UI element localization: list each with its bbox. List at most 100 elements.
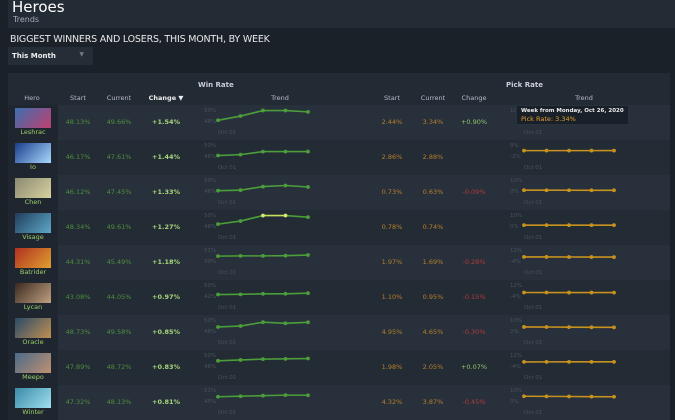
win-trend-point[interactable] (306, 253, 310, 257)
col-win-start[interactable]: Start (70, 94, 86, 102)
pick-trend-sparkline[interactable]: 10%0%Oct 01 (510, 175, 630, 210)
pick-trend-point[interactable] (522, 360, 526, 364)
win-trend-point[interactable] (239, 292, 243, 296)
win-trend-point[interactable] (261, 254, 265, 258)
hero-name[interactable]: Batrider (8, 268, 58, 276)
hero-name[interactable]: Oracle (8, 338, 58, 346)
hero-cell[interactable]: Leshrac (8, 105, 58, 140)
hero-cell[interactable]: Io (8, 140, 58, 175)
win-trend-point[interactable] (284, 393, 288, 397)
win-trend-sparkline[interactable]: 50%46%Oct 01 (204, 140, 324, 175)
pick-trend-point[interactable] (567, 325, 571, 329)
pick-trend-point[interactable] (567, 360, 571, 364)
win-trend-point[interactable] (306, 185, 310, 189)
pick-trend-point[interactable] (590, 325, 594, 329)
win-trend-point[interactable] (306, 320, 310, 324)
hero-portrait[interactable] (15, 353, 51, 373)
pick-trend-point[interactable] (545, 291, 549, 295)
win-trend-point[interactable] (284, 254, 288, 258)
win-trend-point[interactable] (284, 184, 288, 188)
win-trend-point[interactable] (261, 185, 265, 189)
win-trend-point[interactable] (239, 394, 243, 398)
hero-cell[interactable]: Oracle (8, 315, 58, 350)
pick-trend-sparkline[interactable]: 10%0%Oct 01 (510, 210, 630, 245)
hero-name[interactable]: Leshrac (8, 128, 58, 136)
win-trend-point[interactable] (239, 254, 243, 258)
pick-trend-point[interactable] (590, 149, 594, 153)
hero-cell[interactable]: Visage (8, 210, 58, 245)
hero-portrait[interactable] (15, 388, 51, 408)
period-select[interactable]: This Month▼ (8, 47, 93, 65)
pick-trend-point[interactable] (567, 395, 571, 399)
pick-trend-point[interactable] (522, 188, 526, 192)
win-trend-sparkline[interactable]: 50%46%Oct 01 (204, 175, 324, 210)
pick-trend-point[interactable] (612, 188, 616, 192)
win-trend-point[interactable] (239, 324, 243, 328)
win-trend-sparkline[interactable]: 50%48%Oct 01 (204, 315, 324, 350)
pick-trend-sparkline[interactable]: 12%-4%Oct 01 (510, 245, 630, 280)
win-trend-point[interactable] (306, 150, 310, 154)
pick-trend-sparkline[interactable]: 12%-4%Oct 01 (510, 280, 630, 315)
hero-portrait[interactable] (15, 108, 51, 128)
win-trend-sparkline[interactable]: 50%48%Oct 01 (204, 105, 324, 140)
win-trend-point[interactable] (306, 357, 310, 361)
win-trend-point[interactable] (306, 110, 310, 114)
hero-name[interactable]: Lycan (8, 303, 58, 311)
win-trend-sparkline[interactable]: 51%39%Oct 01 (204, 245, 324, 280)
pick-trend-point[interactable] (612, 395, 616, 399)
pick-trend-point[interactable] (545, 325, 549, 329)
win-trend-point[interactable] (216, 395, 220, 399)
pick-trend-point[interactable] (522, 325, 526, 329)
win-trend-point[interactable] (261, 320, 265, 324)
win-trend-sparkline[interactable]: 50%42%Oct 01 (204, 280, 324, 315)
pick-trend-point[interactable] (545, 149, 549, 153)
pick-trend-point[interactable] (612, 325, 616, 329)
pick-trend-sparkline[interactable]: 9%-3%Oct 01 (510, 140, 630, 175)
win-trend-point[interactable] (284, 321, 288, 325)
pick-trend-point[interactable] (522, 149, 526, 153)
win-trend-point[interactable] (239, 358, 243, 362)
win-trend-point[interactable] (284, 292, 288, 296)
win-trend-point[interactable] (261, 109, 265, 113)
pick-trend-point[interactable] (612, 255, 616, 259)
win-trend-point[interactable] (216, 189, 220, 193)
pick-trend-point[interactable] (612, 360, 616, 364)
win-trend-point[interactable] (261, 394, 265, 398)
pick-trend-point[interactable] (545, 223, 549, 227)
pick-trend-point[interactable] (567, 255, 571, 259)
win-trend-point[interactable] (216, 359, 220, 363)
pick-trend-point[interactable] (612, 149, 616, 153)
hero-cell[interactable]: Meepo (8, 350, 58, 385)
win-trend-point[interactable] (284, 357, 288, 361)
win-trend-point[interactable] (284, 109, 288, 113)
win-trend-point[interactable] (216, 222, 220, 226)
hero-portrait[interactable] (15, 318, 51, 338)
win-trend-point[interactable] (239, 153, 243, 157)
win-trend-point[interactable] (306, 291, 310, 295)
win-trend-point[interactable] (239, 114, 243, 118)
win-trend-sparkline[interactable]: 50%46%Oct 01 (204, 350, 324, 385)
pick-trend-point[interactable] (522, 223, 526, 227)
pick-trend-point[interactable] (522, 291, 526, 295)
hero-cell[interactable]: Batrider (8, 245, 58, 280)
hero-portrait[interactable] (15, 213, 51, 233)
col-pick-change[interactable]: Change (462, 94, 487, 102)
win-trend-point[interactable] (216, 118, 220, 122)
pick-trend-sparkline[interactable]: 10%2%Oct 01 (510, 315, 630, 350)
hero-name[interactable]: Chen (8, 198, 58, 206)
win-trend-point[interactable] (239, 188, 243, 192)
hero-cell[interactable]: Lycan (8, 280, 58, 315)
win-trend-sparkline[interactable]: 50%48%Oct 01 (204, 210, 324, 245)
pick-trend-point[interactable] (567, 149, 571, 153)
win-trend-point[interactable] (284, 150, 288, 154)
hero-name[interactable]: Visage (8, 233, 58, 241)
col-pick-current[interactable]: Current (421, 94, 445, 102)
col-pick-start[interactable]: Start (384, 94, 400, 102)
win-trend-point[interactable] (216, 254, 220, 258)
pick-trend-point[interactable] (567, 291, 571, 295)
hero-portrait[interactable] (15, 248, 51, 268)
pick-trend-point[interactable] (590, 255, 594, 259)
win-trend-point[interactable] (239, 219, 243, 223)
win-trend-point[interactable] (261, 357, 265, 361)
win-trend-point[interactable] (284, 214, 288, 218)
